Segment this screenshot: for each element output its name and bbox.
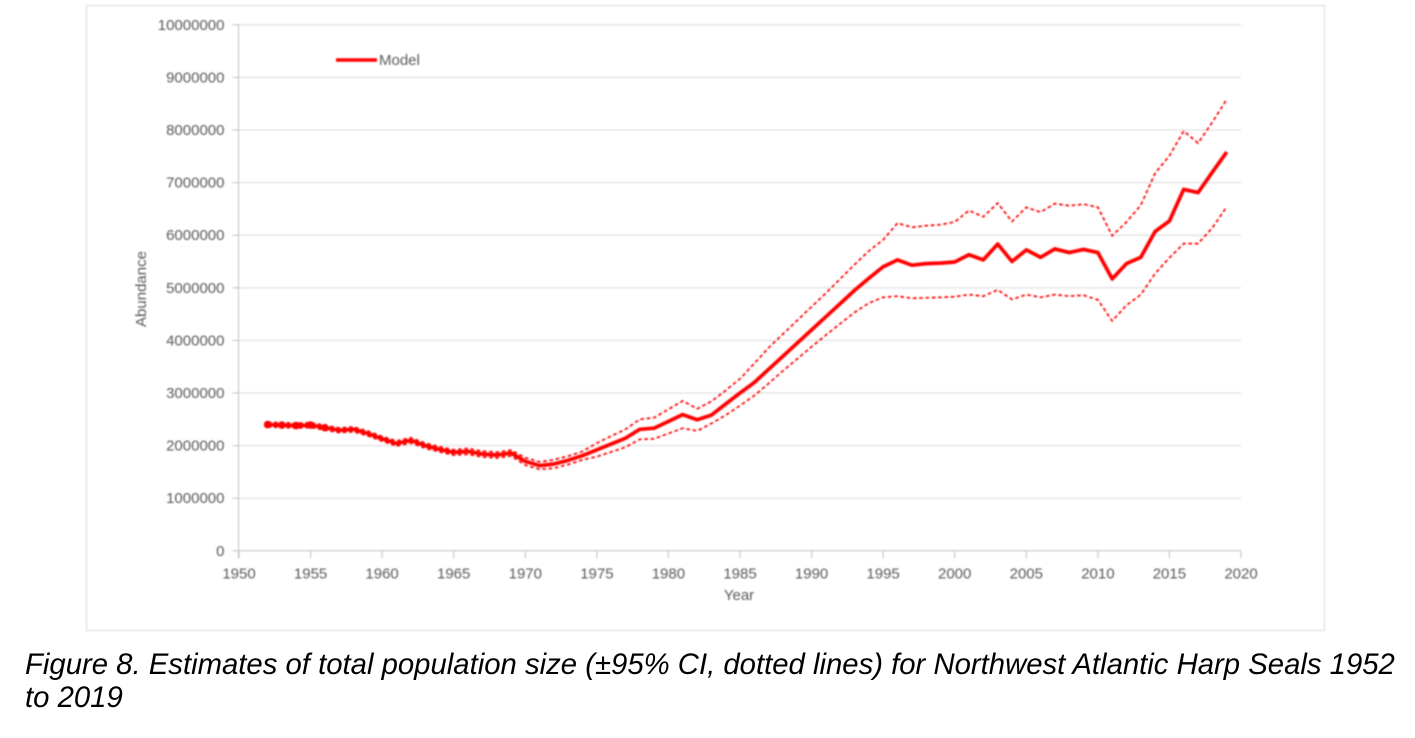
- svg-text:3000000: 3000000: [166, 385, 224, 402]
- svg-text:1975: 1975: [580, 566, 613, 583]
- svg-text:0: 0: [216, 543, 224, 560]
- svg-text:4000000: 4000000: [166, 332, 224, 349]
- svg-text:1950: 1950: [222, 566, 255, 583]
- svg-text:2020: 2020: [1224, 566, 1257, 583]
- svg-text:1000000: 1000000: [166, 490, 224, 507]
- svg-text:7000000: 7000000: [166, 175, 224, 192]
- svg-text:1955: 1955: [294, 566, 327, 583]
- svg-text:1965: 1965: [437, 566, 470, 583]
- svg-text:1990: 1990: [795, 566, 828, 583]
- svg-text:1980: 1980: [652, 566, 685, 583]
- svg-text:1960: 1960: [365, 566, 398, 583]
- svg-text:Abundance: Abundance: [133, 251, 150, 327]
- svg-text:5000000: 5000000: [166, 280, 224, 297]
- svg-text:2010: 2010: [1081, 566, 1114, 583]
- svg-text:8000000: 8000000: [166, 122, 224, 139]
- svg-text:2000000: 2000000: [166, 438, 224, 455]
- svg-text:1985: 1985: [723, 566, 756, 583]
- svg-text:10000000: 10000000: [158, 17, 225, 34]
- svg-text:Model: Model: [379, 52, 420, 69]
- svg-text:2005: 2005: [1010, 566, 1043, 583]
- svg-text:2015: 2015: [1153, 566, 1186, 583]
- svg-text:2000: 2000: [938, 566, 971, 583]
- svg-text:Year: Year: [724, 587, 754, 604]
- svg-text:1995: 1995: [866, 566, 899, 583]
- svg-text:9000000: 9000000: [166, 69, 224, 86]
- svg-text:1970: 1970: [509, 566, 542, 583]
- svg-text:6000000: 6000000: [166, 227, 224, 244]
